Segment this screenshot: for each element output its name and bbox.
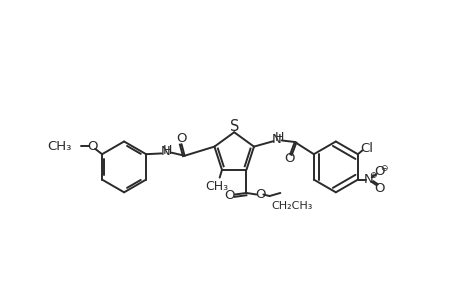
Text: H: H bbox=[274, 131, 284, 144]
Text: O: O bbox=[224, 189, 234, 202]
Text: O: O bbox=[373, 165, 384, 178]
Text: O: O bbox=[176, 131, 186, 145]
Text: O: O bbox=[254, 188, 265, 201]
Text: CH₃: CH₃ bbox=[47, 140, 71, 153]
Text: CH₂CH₃: CH₂CH₃ bbox=[270, 201, 312, 212]
Text: H: H bbox=[162, 144, 172, 157]
Text: S: S bbox=[230, 119, 239, 134]
Text: N: N bbox=[363, 173, 373, 186]
Text: ⊕: ⊕ bbox=[368, 171, 375, 180]
Text: O: O bbox=[373, 182, 384, 195]
Text: O: O bbox=[87, 140, 98, 153]
Text: CH₃: CH₃ bbox=[205, 180, 228, 193]
Text: ⊖: ⊖ bbox=[380, 164, 387, 172]
Text: N: N bbox=[160, 146, 170, 158]
Text: Cl: Cl bbox=[360, 142, 373, 154]
Text: O: O bbox=[284, 152, 294, 165]
Text: N: N bbox=[271, 133, 280, 146]
